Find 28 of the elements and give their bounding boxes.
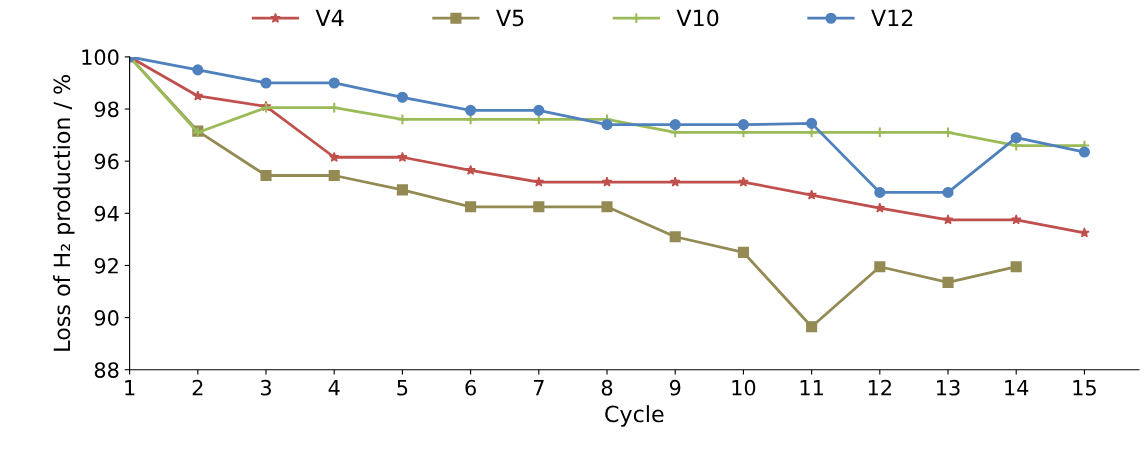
x-tick-label: 5 <box>397 380 408 396</box>
legend-label: V5 <box>496 9 524 27</box>
x-tick-label: 10 <box>732 379 756 396</box>
x-tick-label: 7 <box>533 380 544 396</box>
legend-label: V12 <box>871 9 913 26</box>
legend-label: V4 <box>315 9 344 26</box>
x-tick-label: 13 <box>937 379 960 396</box>
y-tick-label: 94 <box>94 205 119 222</box>
y-tick-label: 92 <box>94 257 118 274</box>
x-tick-label: 15 <box>1073 380 1096 396</box>
x-tick-label: 14 <box>1005 380 1029 396</box>
x-tick-label: 1 <box>125 380 135 396</box>
x-tick-label: 9 <box>669 379 681 396</box>
x-tick-label: 6 <box>465 379 476 396</box>
x-tick-label: 2 <box>192 379 203 396</box>
y-tick-label: 90 <box>94 310 119 326</box>
y-tick-label: 98 <box>94 101 119 118</box>
y-tick-label: 96 <box>94 153 119 170</box>
x-axis-title: Cycle <box>605 405 664 427</box>
x-tick-label: 8 <box>601 379 613 396</box>
y-axis-title: Loss of H₂ production / % <box>53 75 75 351</box>
y-tick-label: 88 <box>94 362 119 378</box>
x-tick-label: 12 <box>868 379 891 396</box>
x-tick-label: 4 <box>328 380 340 396</box>
legend-label: V10 <box>676 9 719 27</box>
y-tick-label: 100 <box>82 49 119 66</box>
x-tick-label: 3 <box>260 379 271 396</box>
x-tick-label: 11 <box>800 380 823 396</box>
